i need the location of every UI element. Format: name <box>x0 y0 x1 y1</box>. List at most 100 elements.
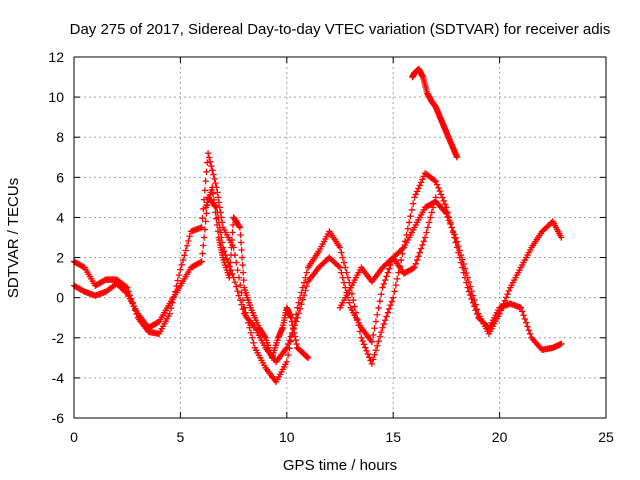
data-point <box>299 296 306 303</box>
data-point <box>236 224 244 231</box>
data-point <box>370 356 377 363</box>
x-axis-label: GPS time / hours <box>283 457 397 474</box>
data-point <box>338 249 345 256</box>
data-point <box>237 231 244 239</box>
y-tick-label: 4 <box>56 209 64 225</box>
data-point <box>413 256 421 264</box>
data-point <box>303 282 310 290</box>
data-point <box>340 279 348 286</box>
data-point <box>212 209 219 216</box>
x-tick-label: 5 <box>177 429 185 445</box>
data-points <box>70 65 565 386</box>
data-point <box>371 351 378 359</box>
data-point <box>468 287 475 295</box>
data-point <box>210 171 217 178</box>
data-point <box>227 259 234 266</box>
data-point <box>374 342 381 349</box>
data-point <box>348 290 356 298</box>
data-point <box>499 303 506 311</box>
data-point <box>211 202 218 210</box>
data-point <box>451 231 458 238</box>
data-point <box>472 307 479 314</box>
data-point <box>368 338 376 345</box>
data-point <box>303 269 310 276</box>
y-axis-label: SDTVAR / TECUs <box>5 178 22 298</box>
data-point <box>214 228 222 235</box>
data-point <box>432 194 439 201</box>
data-point <box>300 279 308 286</box>
data-point <box>444 213 451 221</box>
data-point <box>284 351 292 359</box>
data-point <box>455 242 462 250</box>
data-point <box>427 214 434 221</box>
data-point <box>340 259 348 266</box>
data-point <box>465 278 473 286</box>
data-point <box>360 341 368 348</box>
data-point <box>235 292 243 299</box>
data-point <box>405 219 413 226</box>
data-point <box>249 334 256 341</box>
x-tick-label: 20 <box>492 429 508 445</box>
data-point <box>181 252 188 259</box>
data-point <box>452 234 459 242</box>
data-point <box>209 190 217 197</box>
data-point <box>201 226 209 233</box>
data-point <box>213 215 220 222</box>
data-point <box>359 337 366 345</box>
data-point <box>503 294 510 301</box>
data-point <box>409 200 417 207</box>
x-tick-label: 10 <box>279 429 295 445</box>
data-point <box>419 241 426 249</box>
y-tick-label: 8 <box>56 129 64 145</box>
data-point <box>472 301 479 308</box>
data-point <box>210 196 218 204</box>
data-point <box>411 264 418 271</box>
data-point <box>461 265 469 272</box>
data-point <box>371 325 378 332</box>
data-point <box>471 296 478 304</box>
data-point <box>372 318 380 325</box>
data-point <box>391 288 398 295</box>
series-track-e <box>409 65 461 161</box>
plot-frame <box>73 56 607 419</box>
data-point <box>289 322 296 329</box>
data-point <box>183 242 191 249</box>
data-point <box>239 269 247 276</box>
data-point <box>376 297 384 305</box>
data-point <box>215 199 223 206</box>
data-point <box>300 291 308 299</box>
data-point <box>429 204 437 211</box>
data-point <box>240 276 247 284</box>
data-point <box>182 247 189 254</box>
data-point <box>214 194 222 201</box>
data-point <box>204 150 212 157</box>
y-tick-label: 6 <box>56 169 64 185</box>
data-point <box>284 340 292 348</box>
data-point <box>428 209 435 216</box>
data-point <box>291 333 299 340</box>
data-point <box>525 327 533 334</box>
data-point <box>209 167 216 174</box>
data-point <box>500 300 507 308</box>
data-point <box>335 263 342 270</box>
data-point <box>505 287 513 295</box>
data-point <box>456 247 463 254</box>
data-point <box>239 261 246 269</box>
data-point <box>520 312 527 319</box>
data-point <box>521 315 529 323</box>
data-point <box>417 245 425 252</box>
data-point <box>237 296 244 304</box>
data-point <box>205 154 213 161</box>
data-point <box>504 290 511 298</box>
data-point <box>524 323 531 330</box>
data-point <box>370 331 377 339</box>
data-point <box>288 318 296 325</box>
chart-title: Day 275 of 2017, Sidereal Day-to-day VTE… <box>70 21 611 38</box>
data-point <box>421 234 429 241</box>
data-point <box>407 212 414 220</box>
data-point <box>339 254 346 261</box>
x-tick-label: 15 <box>385 429 401 445</box>
data-point <box>383 313 390 320</box>
data-point <box>199 250 206 257</box>
